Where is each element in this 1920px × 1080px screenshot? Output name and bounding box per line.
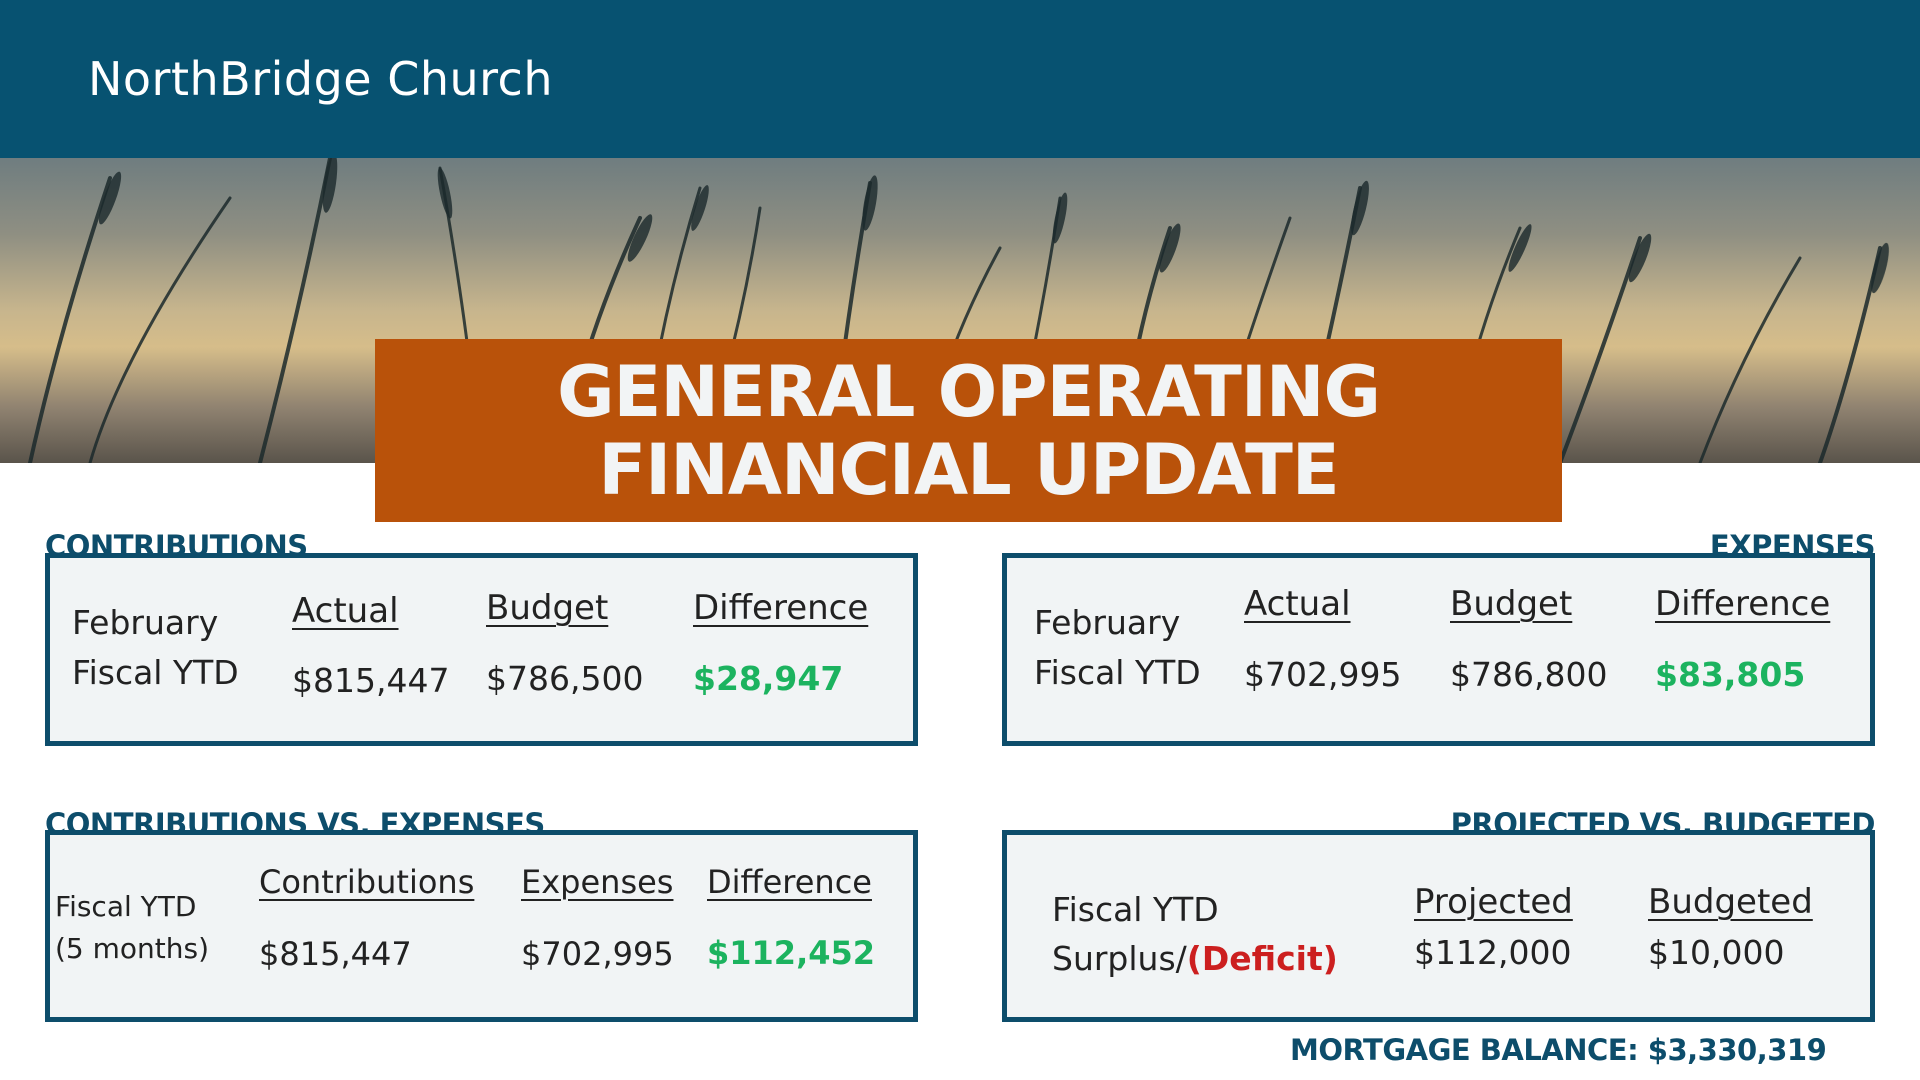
projected-vs-budgeted-panel: Fiscal YTD Surplus/(Deficit) Projected B… xyxy=(1002,830,1875,1022)
expenses-actual-header: Actual xyxy=(1244,584,1351,624)
expenses-difference-header: Difference xyxy=(1655,584,1831,624)
contributions-actual-value: $815,447 xyxy=(292,661,450,700)
surplus-label: Surplus/ xyxy=(1052,939,1187,978)
expenses-row-label-1: February xyxy=(1034,603,1181,642)
contributions-difference-header: Difference xyxy=(693,588,869,628)
contrib-vs-expenses-contributions-value: $815,447 xyxy=(259,935,412,973)
contributions-budget-header: Budget xyxy=(486,588,609,628)
header-bar: NorthBridge Church xyxy=(0,0,1920,158)
projected-vs-budgeted-row-label-1: Fiscal YTD xyxy=(1052,890,1219,929)
title-banner: GENERAL OPERATING FINANCIAL UPDATE xyxy=(375,339,1562,522)
projected-vs-budgeted-row-label-2: Surplus/(Deficit) xyxy=(1052,939,1338,978)
contrib-vs-expenses-expenses-value: $702,995 xyxy=(521,935,674,973)
budgeted-value: $10,000 xyxy=(1648,933,1785,972)
expenses-panel: February Fiscal YTD Actual Budget Differ… xyxy=(1002,553,1875,746)
contributions-label: CONTRIBUTIONS xyxy=(45,529,308,557)
expenses-difference-value: $83,805 xyxy=(1655,655,1806,694)
projected-header: Projected xyxy=(1414,882,1573,922)
mortgage-balance: MORTGAGE BALANCE: $3,330,319 xyxy=(1290,1033,1827,1067)
org-name: NorthBridge Church xyxy=(88,52,554,106)
expenses-budget-value: $786,800 xyxy=(1450,655,1608,694)
budgeted-header: Budgeted xyxy=(1648,882,1813,922)
projected-value: $112,000 xyxy=(1414,933,1572,972)
contributions-panel: February Fiscal YTD Actual Budget Differ… xyxy=(45,553,918,746)
expenses-label: EXPENSES xyxy=(1709,529,1875,557)
contrib-vs-expenses-row-label-1: Fiscal YTD xyxy=(55,890,197,923)
expenses-budget-header: Budget xyxy=(1450,584,1573,624)
expenses-row-label-2: Fiscal YTD xyxy=(1034,653,1201,692)
contrib-vs-expenses-expenses-header: Expenses xyxy=(521,863,674,901)
contributions-row-label-2: Fiscal YTD xyxy=(72,653,239,692)
contributions-budget-value: $786,500 xyxy=(486,659,644,698)
contrib-vs-expenses-difference-header: Difference xyxy=(707,863,872,901)
title-line-2: FINANCIAL UPDATE xyxy=(598,429,1339,511)
title-line-1: GENERAL OPERATING xyxy=(557,351,1381,433)
contrib-vs-expenses-contributions-header: Contributions xyxy=(259,863,475,901)
contrib-vs-expenses-panel: Fiscal YTD (5 months) Contributions Expe… xyxy=(45,830,918,1022)
expenses-actual-value: $702,995 xyxy=(1244,655,1402,694)
contributions-actual-header: Actual xyxy=(292,591,399,631)
contrib-vs-expenses-row-label-2: (5 months) xyxy=(55,932,210,965)
contributions-row-label-1: February xyxy=(72,603,219,642)
contrib-vs-expenses-difference-value: $112,452 xyxy=(707,934,876,972)
deficit-label: (Deficit) xyxy=(1186,939,1338,978)
contributions-difference-value: $28,947 xyxy=(693,659,844,698)
